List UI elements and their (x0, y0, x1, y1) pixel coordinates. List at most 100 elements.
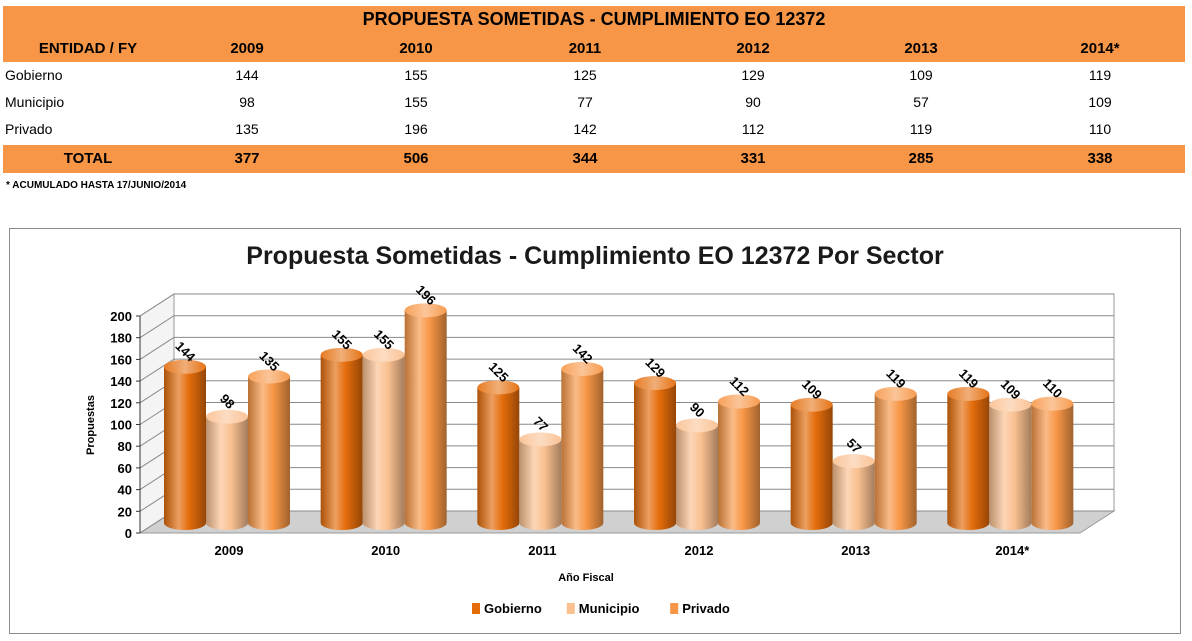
bar (947, 386, 990, 530)
bar-top (947, 386, 990, 401)
x-tick-label: 2010 (371, 543, 400, 558)
gridline (139, 315, 1114, 339)
bar-top (676, 418, 718, 433)
row-label: Privado (5, 121, 53, 137)
table-cell: 57 (913, 94, 929, 110)
y-tick-label: 80 (118, 439, 132, 454)
bar (320, 347, 363, 530)
row-label: Municipio (5, 94, 65, 110)
bar-body (362, 354, 405, 530)
table-cell: 155 (404, 67, 428, 83)
bar-body (561, 368, 604, 530)
legend-swatch (670, 603, 679, 614)
bar-body (404, 310, 447, 530)
legend-label: Privado (682, 601, 730, 616)
bar-top (519, 432, 562, 447)
y-tick-label: 180 (110, 331, 132, 346)
bar (164, 359, 206, 530)
bar-body (164, 366, 206, 530)
bar-top (790, 397, 833, 412)
table-cell: 129 (741, 67, 765, 83)
header-year: 2014* (1080, 40, 1120, 57)
y-tick-label: 60 (118, 461, 132, 476)
x-axis-label: Año Fiscal (558, 572, 614, 584)
bar-body (874, 393, 917, 530)
legend: Gobierno Municipio Privado (472, 601, 730, 616)
y-tick-label: 120 (110, 396, 132, 411)
table-header-band (3, 6, 1185, 62)
bar (248, 369, 290, 530)
y-tick-label: 200 (110, 309, 132, 324)
x-tick-label: 2011 (528, 543, 556, 558)
table-cell: 119 (909, 121, 933, 137)
bar-top (206, 409, 248, 424)
bar-body (206, 416, 248, 530)
bar (206, 409, 248, 530)
bar-body (989, 404, 1032, 530)
legend-label: Municipio (579, 601, 640, 616)
bar (477, 380, 520, 530)
y-tick-label: 20 (118, 504, 132, 519)
bar-top (874, 386, 917, 401)
table-total-band (3, 145, 1185, 173)
bar (561, 361, 604, 530)
bar-top (1031, 396, 1074, 411)
bar-body (320, 354, 363, 530)
bar-body (832, 461, 875, 530)
table-cell: 135 (235, 121, 259, 137)
total-label: TOTAL (63, 150, 113, 167)
bar-top (832, 454, 875, 469)
table-cell: 196 (404, 121, 428, 137)
plot-area: 0204060801001201401601802001449813520091… (110, 282, 1116, 558)
table-title: PROPUESTA SOMETIDAS - CUMPLIMIENTO EO 12… (362, 9, 826, 29)
bar-body (718, 401, 760, 530)
bar-body (477, 387, 520, 530)
table-footnote: * ACUMULADO HASTA 17/JUNIO/2014 (6, 180, 187, 191)
bar (519, 432, 562, 530)
bar (634, 376, 676, 530)
x-tick-label: 2012 (685, 543, 714, 558)
legend-swatch (472, 603, 480, 614)
header-year: 2012 (736, 40, 770, 57)
table-total-row: TOTAL 377 506 344 331 285 338 (3, 145, 1185, 172)
bar (676, 418, 718, 530)
table-row: Privado 135 196 142 112 119 110 (3, 116, 1185, 143)
bar-body (947, 393, 990, 530)
bar (790, 397, 833, 530)
total-cell: 331 (740, 150, 766, 167)
legend-label: Gobierno (484, 601, 542, 616)
legend-swatch (566, 603, 575, 614)
table-cell: 155 (404, 94, 428, 110)
table-row: Gobierno 144 155 125 129 109 119 (3, 62, 1185, 89)
total-cell: 506 (403, 150, 429, 167)
header-year: 2013 (904, 40, 938, 57)
gridline (139, 293, 1114, 317)
bar-top (989, 397, 1032, 412)
bar (404, 303, 447, 530)
y-tick-label: 140 (110, 374, 132, 389)
table-cell: 77 (577, 94, 593, 110)
table-cell: 109 (1088, 94, 1112, 110)
table-cell: 110 (1088, 121, 1112, 137)
table-header-row: ENTIDAD / FY 2009 2010 2011 2012 2013 20… (3, 35, 1185, 62)
y-tick-label: 100 (110, 418, 132, 433)
y-tick-label: 0 (125, 526, 132, 541)
table-cell: 142 (573, 121, 597, 137)
chart-frame: Propuesta Sometidas - Cumplimiento EO 12… (9, 228, 1181, 634)
bar-top (561, 361, 604, 376)
total-cell: 285 (908, 150, 934, 167)
gridline (139, 358, 1114, 382)
bar-top (634, 376, 676, 391)
chart-title: Propuesta Sometidas - Cumplimiento EO 12… (246, 242, 944, 270)
table-cell: 125 (573, 67, 597, 83)
bar-body (248, 376, 290, 530)
bar-top (404, 303, 447, 318)
total-cell: 344 (572, 150, 598, 167)
header-year: 2011 (568, 40, 602, 57)
table-row: Municipio 98 155 77 90 57 109 (3, 89, 1185, 116)
bar (832, 454, 875, 530)
y-tick-label: 160 (110, 352, 132, 367)
table-cell: 98 (239, 94, 255, 110)
bar-top (362, 347, 405, 362)
bar (1031, 396, 1074, 530)
